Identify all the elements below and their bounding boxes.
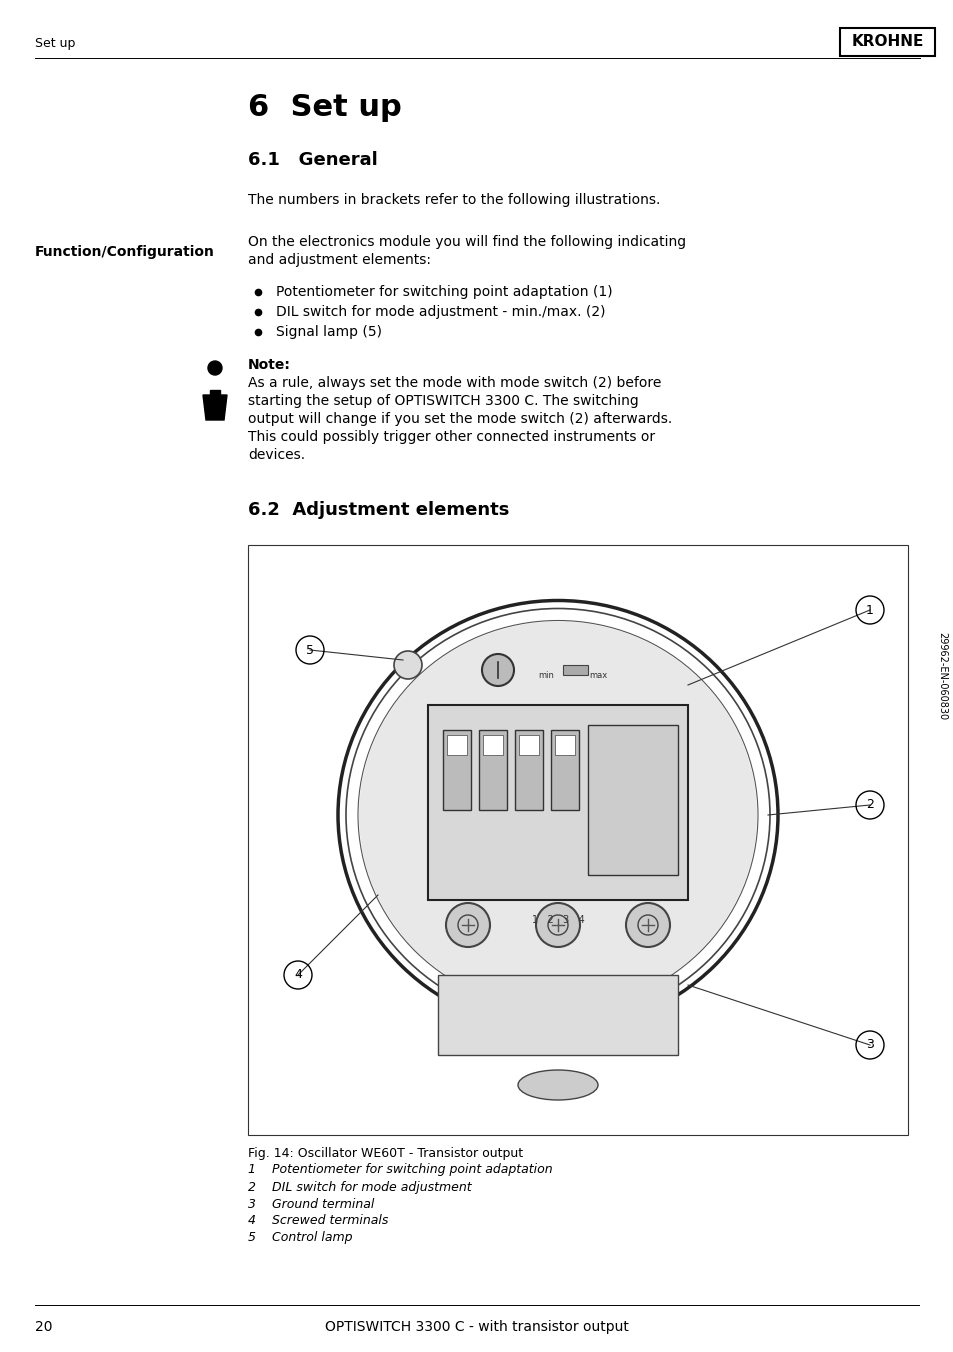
FancyBboxPatch shape bbox=[562, 665, 587, 675]
FancyBboxPatch shape bbox=[518, 735, 538, 754]
Text: 1    Potentiometer for switching point adaptation: 1 Potentiometer for switching point adap… bbox=[248, 1164, 552, 1176]
Text: DIL switch for mode adjustment - min./max. (2): DIL switch for mode adjustment - min./ma… bbox=[275, 306, 605, 319]
FancyBboxPatch shape bbox=[587, 725, 678, 875]
Circle shape bbox=[446, 903, 490, 946]
Text: On the electronics module you will find the following indicating: On the electronics module you will find … bbox=[248, 235, 685, 249]
FancyBboxPatch shape bbox=[840, 28, 934, 55]
Circle shape bbox=[536, 903, 579, 946]
FancyBboxPatch shape bbox=[482, 735, 502, 754]
Circle shape bbox=[481, 654, 514, 685]
Text: The numbers in brackets refer to the following illustrations.: The numbers in brackets refer to the fol… bbox=[248, 193, 659, 207]
Ellipse shape bbox=[517, 1069, 598, 1101]
Text: 3: 3 bbox=[865, 1038, 873, 1052]
Text: 4    Screwed terminals: 4 Screwed terminals bbox=[248, 1214, 388, 1228]
Text: 2    DIL switch for mode adjustment: 2 DIL switch for mode adjustment bbox=[248, 1180, 471, 1194]
Text: Fig. 14: Oscillator WE60T - Transistor output: Fig. 14: Oscillator WE60T - Transistor o… bbox=[248, 1146, 522, 1160]
Text: 6  Set up: 6 Set up bbox=[248, 93, 401, 123]
FancyBboxPatch shape bbox=[442, 730, 471, 810]
Text: This could possibly trigger other connected instruments or: This could possibly trigger other connec… bbox=[248, 430, 655, 443]
FancyBboxPatch shape bbox=[210, 389, 220, 415]
FancyBboxPatch shape bbox=[248, 545, 907, 1134]
Text: Potentiometer for switching point adaptation (1): Potentiometer for switching point adapta… bbox=[275, 285, 612, 299]
FancyBboxPatch shape bbox=[515, 730, 542, 810]
Text: output will change if you set the mode switch (2) afterwards.: output will change if you set the mode s… bbox=[248, 412, 672, 426]
Text: 4: 4 bbox=[294, 968, 301, 982]
Circle shape bbox=[625, 903, 669, 946]
Circle shape bbox=[208, 361, 222, 375]
Text: 29962-EN-060830: 29962-EN-060830 bbox=[936, 631, 946, 721]
Text: 6.1   General: 6.1 General bbox=[248, 151, 377, 169]
Text: 5    Control lamp: 5 Control lamp bbox=[248, 1232, 352, 1244]
FancyBboxPatch shape bbox=[437, 975, 678, 1055]
Text: OPTISWITCH 3300 C - with transistor output: OPTISWITCH 3300 C - with transistor outp… bbox=[325, 1320, 628, 1334]
Text: 20: 20 bbox=[35, 1320, 52, 1334]
Text: KROHNE: KROHNE bbox=[850, 35, 923, 50]
Text: Function/Configuration: Function/Configuration bbox=[35, 245, 214, 260]
Text: As a rule, always set the mode with mode switch (2) before: As a rule, always set the mode with mode… bbox=[248, 376, 660, 389]
Text: Note:: Note: bbox=[248, 358, 291, 372]
Text: 1: 1 bbox=[865, 603, 873, 617]
Text: devices.: devices. bbox=[248, 448, 305, 462]
FancyBboxPatch shape bbox=[428, 704, 687, 900]
FancyBboxPatch shape bbox=[551, 730, 578, 810]
FancyBboxPatch shape bbox=[555, 735, 575, 754]
Polygon shape bbox=[203, 395, 227, 420]
Text: Signal lamp (5): Signal lamp (5) bbox=[275, 324, 381, 339]
Circle shape bbox=[394, 652, 421, 679]
Text: 5: 5 bbox=[306, 644, 314, 657]
Ellipse shape bbox=[358, 622, 757, 1009]
Text: 1   2   3   4: 1 2 3 4 bbox=[531, 915, 584, 925]
Text: 2: 2 bbox=[865, 799, 873, 811]
Text: max: max bbox=[588, 671, 606, 680]
Text: and adjustment elements:: and adjustment elements: bbox=[248, 253, 431, 266]
FancyBboxPatch shape bbox=[478, 730, 506, 810]
Text: 3    Ground terminal: 3 Ground terminal bbox=[248, 1198, 374, 1210]
Text: 6.2  Adjustment elements: 6.2 Adjustment elements bbox=[248, 502, 509, 519]
FancyBboxPatch shape bbox=[447, 735, 467, 754]
Text: Set up: Set up bbox=[35, 38, 75, 50]
Text: min: min bbox=[537, 671, 554, 680]
Text: starting the setup of OPTISWITCH 3300 C. The switching: starting the setup of OPTISWITCH 3300 C.… bbox=[248, 393, 639, 408]
